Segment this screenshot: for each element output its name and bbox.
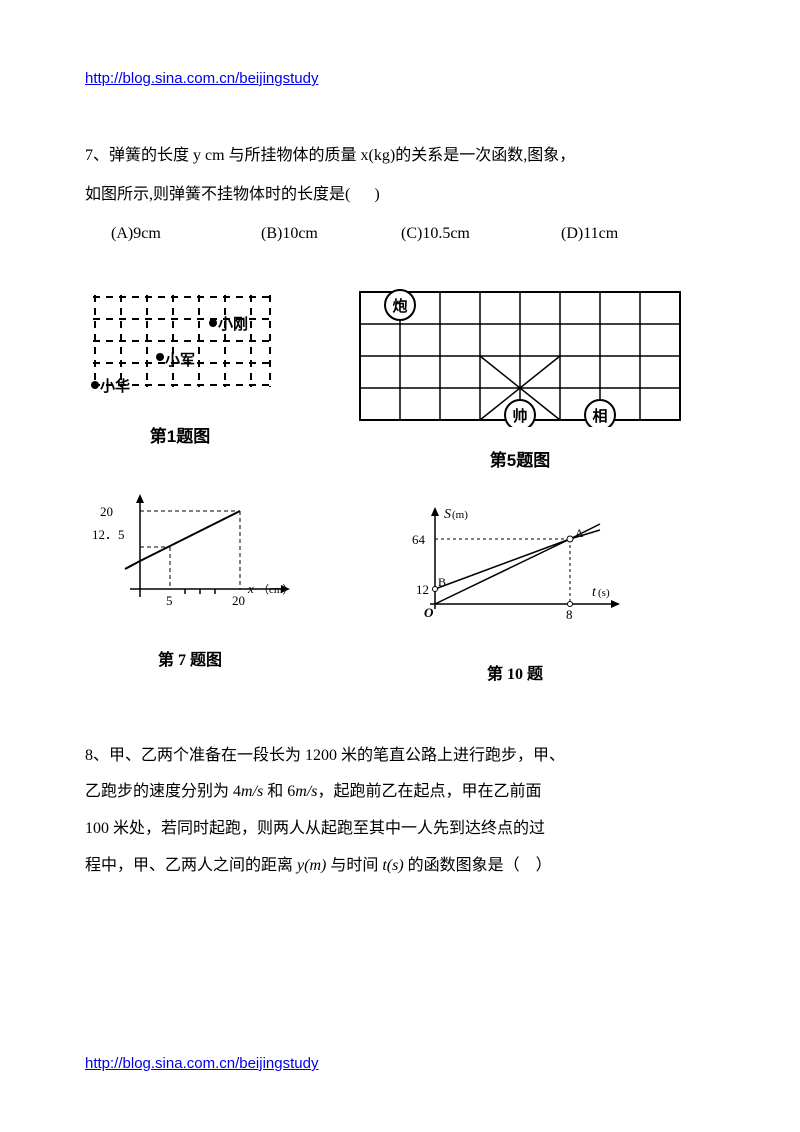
figure-1-caption: 第1题图 xyxy=(85,418,275,455)
svg-text:x: x xyxy=(247,581,254,596)
q8-l2-ms2: m/s xyxy=(295,783,317,800)
q8-l2-ms1: m/s xyxy=(241,783,263,800)
q7-opt-d: (D)11cm xyxy=(561,216,681,251)
fig10-t-label: t xyxy=(592,585,597,600)
fig7-x5: 5 xyxy=(166,593,173,608)
q7-options: (A)9cm (B)10cm (C)10.5cm (D)11cm xyxy=(111,216,715,251)
fig5-piece-pao: 炮 xyxy=(392,297,407,315)
figure-7-caption: 第 7 题图 xyxy=(90,643,290,678)
figures-row-1: 小华 小军 小刚 第1题图 xyxy=(85,287,715,480)
figure-5: 炮 帅 相 第5题图 xyxy=(355,287,685,480)
figure-1: 小华 小军 小刚 第1题图 xyxy=(85,287,275,456)
q8-line2: 乙跑步的速度分别为 4m/s 和 6m/s，起跑前乙在起点，甲在乙前面 xyxy=(85,774,715,811)
figure-10-svg: S (m) 64 12 A B O 8 t (s) xyxy=(400,504,630,624)
q7-opt-a: (A)9cm xyxy=(111,216,261,251)
fig10-ptA: A xyxy=(575,526,584,540)
figure-10-caption: 第 10 题 xyxy=(400,657,630,692)
figure-7-svg: 20 12．5 5 20 x （cm） xyxy=(90,489,300,624)
fig7-x20: 20 xyxy=(232,593,245,608)
q8-l4-t: t(s) xyxy=(382,857,403,874)
q7-line1: 7、弹簧的长度 y cm 与所挂物体的质量 x(kg)的关系是一次函数,图象， xyxy=(85,138,715,173)
fig10-y64: 64 xyxy=(412,532,426,547)
fig10-ptB: B xyxy=(438,575,446,589)
footer-link[interactable]: http://blog.sina.com.cn/beijingstudy xyxy=(85,1055,318,1072)
header-link[interactable]: http://blog.sina.com.cn/beijingstudy xyxy=(85,70,318,87)
q7-opt-c: (C)10.5cm xyxy=(401,216,561,251)
figures-row-2: 20 12．5 5 20 x （cm） 第 7 题图 xyxy=(85,489,715,692)
q8-l4-y: y(m) xyxy=(297,857,326,874)
fig5-piece-shuai: 帅 xyxy=(512,407,527,425)
fig1-label-xg: 小刚 xyxy=(218,316,248,333)
svg-text:(m): (m) xyxy=(452,509,468,521)
q8-l2-c: ，起跑前乙在起点，甲在乙前面 xyxy=(318,783,542,800)
q8-line3: 100 米处，若同时起跑，则两人从起跑至其中一人先到达终点的过 xyxy=(85,811,715,848)
fig10-origin: O xyxy=(424,605,434,620)
figure-10: S (m) 64 12 A B O 8 t (s) 第 10 题 xyxy=(400,504,630,692)
svg-text:（cm）: （cm） xyxy=(258,583,293,596)
q8-line4: 程中，甲、乙两人之间的距离 y(m) 与时间 t(s) 的函数图象是（ ） xyxy=(85,848,715,885)
figure-1-svg: 小华 小军 小刚 xyxy=(85,287,275,407)
figure-5-caption: 第5题图 xyxy=(355,442,685,479)
q8-l2-a: 乙跑步的速度分别为 4 xyxy=(85,783,241,800)
q8-l4-c: 的函数图象是（ ） xyxy=(404,857,552,874)
fig7-y20: 20 xyxy=(100,504,113,519)
fig10-y12: 12 xyxy=(416,582,429,597)
fig10-s-label: S xyxy=(444,507,451,522)
svg-text:(s): (s) xyxy=(598,587,610,599)
fig1-label-xh: 小华 xyxy=(100,377,130,395)
figure-7: 20 12．5 5 20 x （cm） 第 7 题图 xyxy=(90,489,290,678)
q8-l4-a: 程中，甲、乙两人之间的距离 xyxy=(85,857,297,874)
q8-l4-b: 与时间 xyxy=(326,857,382,874)
q8-l2-b: 和 6 xyxy=(267,783,295,800)
fig5-piece-xiang: 相 xyxy=(592,407,607,425)
fig10-x8: 8 xyxy=(566,607,573,622)
fig1-label-xj: 小军 xyxy=(165,352,195,369)
content-area: 7、弹簧的长度 y cm 与所挂物体的质量 x(kg)的关系是一次函数,图象， … xyxy=(85,138,715,885)
q8-text: 8、甲、乙两个准备在一段长为 1200 米的笔直公路上进行跑步，甲、 乙跑步的速… xyxy=(85,738,715,885)
q7-line2: 如图所示,则弹簧不挂物体时的长度是( ) xyxy=(85,177,715,212)
q8-line1: 8、甲、乙两个准备在一段长为 1200 米的笔直公路上进行跑步，甲、 xyxy=(85,738,715,775)
fig7-y125: 12．5 xyxy=(92,527,125,542)
figure-5-svg: 炮 帅 相 xyxy=(355,287,685,427)
q7-text: 7、弹簧的长度 y cm 与所挂物体的质量 x(kg)的关系是一次函数,图象， … xyxy=(85,138,715,252)
q7-opt-b: (B)10cm xyxy=(261,216,401,251)
